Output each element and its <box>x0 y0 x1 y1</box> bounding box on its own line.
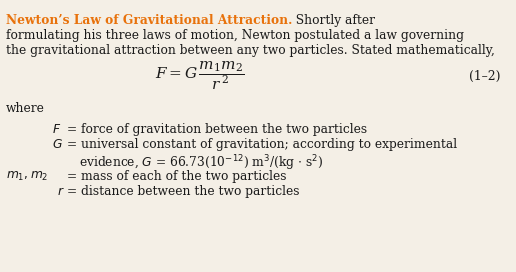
Text: where: where <box>6 102 45 115</box>
Text: Newton’s Law of Gravitational Attraction.: Newton’s Law of Gravitational Attraction… <box>6 14 293 27</box>
Text: evidence, $\mathit{G}$ = 66.73(10$^{-12}$) m$^3$/(kg $\cdot$ s$^2$): evidence, $\mathit{G}$ = 66.73(10$^{-12}… <box>79 153 324 173</box>
Text: (1–2): (1–2) <box>469 70 500 82</box>
Text: $\mathit{G}$: $\mathit{G}$ <box>52 138 63 151</box>
Text: = mass of each of the two particles: = mass of each of the two particles <box>67 170 286 183</box>
Text: the gravitational attraction between any two particles. Stated mathematically,: the gravitational attraction between any… <box>6 44 495 57</box>
Text: = universal constant of gravitation; according to experimental: = universal constant of gravitation; acc… <box>67 138 457 151</box>
Text: $m_1, m_2$: $m_1, m_2$ <box>6 170 49 183</box>
Text: formulating his three laws of motion, Newton postulated a law governing: formulating his three laws of motion, Ne… <box>6 29 464 42</box>
Text: $\mathit{F} = G\,\dfrac{m_1 m_2}{r^{\,2}}$: $\mathit{F} = G\,\dfrac{m_1 m_2}{r^{\,2}… <box>155 60 245 92</box>
Text: = distance between the two particles: = distance between the two particles <box>67 185 299 198</box>
Text: $\mathit{F}$: $\mathit{F}$ <box>52 123 61 136</box>
Text: $\mathit{r}$: $\mathit{r}$ <box>57 185 64 198</box>
Text: = force of gravitation between the two particles: = force of gravitation between the two p… <box>67 123 367 136</box>
Text: Shortly after: Shortly after <box>288 14 375 27</box>
